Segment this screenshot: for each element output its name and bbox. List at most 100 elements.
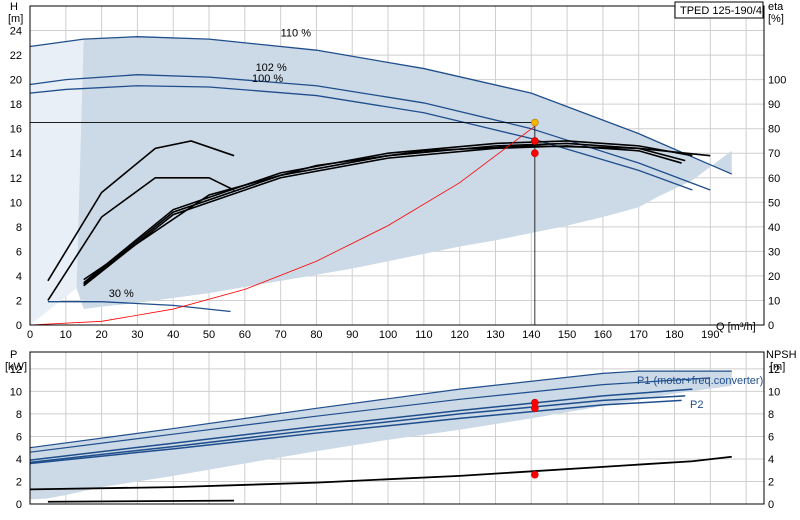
efficiency-tick-label: 10 <box>768 295 780 307</box>
x-tick-label: 20 <box>95 329 107 341</box>
efficiency-tick-label: 90 <box>768 99 780 111</box>
pump-curve <box>29 74 711 191</box>
head-tick-label: 16 <box>10 124 22 136</box>
efficiency-tick-label: 0 <box>768 320 774 332</box>
head-tick-label: 2 <box>16 295 22 307</box>
power-chart-frame <box>29 351 765 505</box>
head-tick-label: 10 <box>10 197 22 209</box>
head-tick-label: 12 <box>10 173 22 185</box>
x-tick-label: 140 <box>522 329 540 341</box>
power-envelope <box>30 371 732 500</box>
x-tick-label: 30 <box>131 329 143 341</box>
head-tick-label: 24 <box>10 26 22 38</box>
npsh-curve <box>47 499 235 503</box>
power-envelope-area <box>30 371 732 500</box>
efficiency-tick-label: 50 <box>768 197 780 209</box>
head-tick-label: 22 <box>10 50 22 62</box>
head-axis-label: H <box>10 1 18 13</box>
power-p2-curve <box>29 388 693 461</box>
x-tick-label: 0 <box>27 329 33 341</box>
power-axis-label: P <box>10 349 17 361</box>
head-tick-label: 8 <box>16 222 22 234</box>
head-tick-label: 18 <box>10 99 22 111</box>
x-tick-label: 50 <box>203 329 215 341</box>
x-tick-label: 190 <box>701 329 719 341</box>
head-tick-label: 4 <box>16 271 22 283</box>
duty-point <box>531 470 539 479</box>
efficiency-tick-label: 60 <box>768 173 780 185</box>
x-tick-label: 80 <box>310 329 322 341</box>
head-chart-ticks: 0 10 20 30 40 50 60 70 80 90 100 110 120 130 140 150 160… <box>10 26 787 341</box>
head-tick-label: 0 <box>16 320 22 332</box>
power-tick-label: 8 <box>16 409 22 421</box>
x-tick-label: 160 <box>594 329 612 341</box>
model-label-box <box>674 1 764 19</box>
curve-label-102: 102 % <box>256 62 287 74</box>
legend-p2: P2 <box>690 399 703 411</box>
power-curves <box>29 370 732 503</box>
efficiency-curve <box>83 145 711 281</box>
efficiency-curve <box>47 140 235 282</box>
pump-curve <box>29 85 693 191</box>
power-p1-curve <box>29 377 711 453</box>
curve-label-100: 100 % <box>252 73 283 85</box>
power-tick-label: 0 <box>16 499 22 511</box>
npsh-axis-unit: [m] <box>770 361 785 373</box>
npsh-tick-label: 10 <box>768 386 780 398</box>
efficiency-tick-label: 80 <box>768 124 780 136</box>
head-axis-unit: [m] <box>8 13 23 25</box>
efficiency-axis-unit: [%] <box>768 13 784 25</box>
x-tick-label: 180 <box>665 329 683 341</box>
power-tick-label: 10 <box>10 386 22 398</box>
npsh-tick-label: 8 <box>768 409 774 421</box>
x-tick-label: 70 <box>275 329 287 341</box>
efficiency-curve <box>83 140 693 284</box>
x-tick-label: 100 <box>379 329 397 341</box>
npsh-tick-label: 12 <box>768 364 780 376</box>
x-tick-label: 110 <box>415 329 433 341</box>
power-tick-label: 12 <box>10 364 22 376</box>
low-flow-band <box>30 39 84 325</box>
duty-point <box>531 404 539 413</box>
npsh-curve <box>29 455 732 491</box>
head-tick-label: 6 <box>16 246 22 258</box>
x-tick-label: 40 <box>167 329 179 341</box>
pump-curve <box>47 301 231 313</box>
x-tick-label: 150 <box>558 329 576 341</box>
power-p2-curve <box>29 399 682 465</box>
duty-point <box>531 149 539 158</box>
duty-point <box>531 137 539 145</box>
x-tick-label: 10 <box>60 329 72 341</box>
model-label: TPED 125-190/4 <box>680 5 762 17</box>
head-envelope-area <box>30 36 732 325</box>
operating-envelope <box>30 36 732 310</box>
system-curve <box>29 125 536 326</box>
power-tick-label: 2 <box>16 476 22 488</box>
npsh-tick-label: 0 <box>768 499 774 511</box>
efficiency-tick-label: 40 <box>768 222 780 234</box>
efficiency-tick-label: 30 <box>768 246 780 258</box>
curve-label-30: 30 % <box>109 288 134 300</box>
efficiency-curve <box>83 145 682 287</box>
x-tick-label: 120 <box>450 329 468 341</box>
power-tick-label: 4 <box>16 454 22 466</box>
efficiency-curve <box>47 176 235 301</box>
flow-axis-label: Q [m³/h] <box>716 321 756 333</box>
head-tick-label: 20 <box>10 75 22 87</box>
power-p1-curve <box>29 370 732 449</box>
npsh-tick-label: 6 <box>768 431 774 443</box>
efficiency-tick-label: 20 <box>768 271 780 283</box>
power-duty-points <box>531 398 539 479</box>
efficiency-tick-label: 100 <box>768 75 786 87</box>
head-duty-points <box>531 118 539 158</box>
head-chart-frame <box>29 5 765 326</box>
x-tick-label: 60 <box>239 329 251 341</box>
power-chart-ticks: 0 2 4 6 8 10 12 0 2 4 6 8 10 12 <box>10 364 781 511</box>
legend-p1: P1 (motor+freq.converter) <box>637 375 763 387</box>
npsh-axis-label: NPSH <box>766 349 797 361</box>
duty-point <box>531 118 539 127</box>
power-tick-label: 6 <box>16 431 22 443</box>
efficiency-axis-label: eta <box>768 1 784 13</box>
head-curves <box>29 36 733 326</box>
